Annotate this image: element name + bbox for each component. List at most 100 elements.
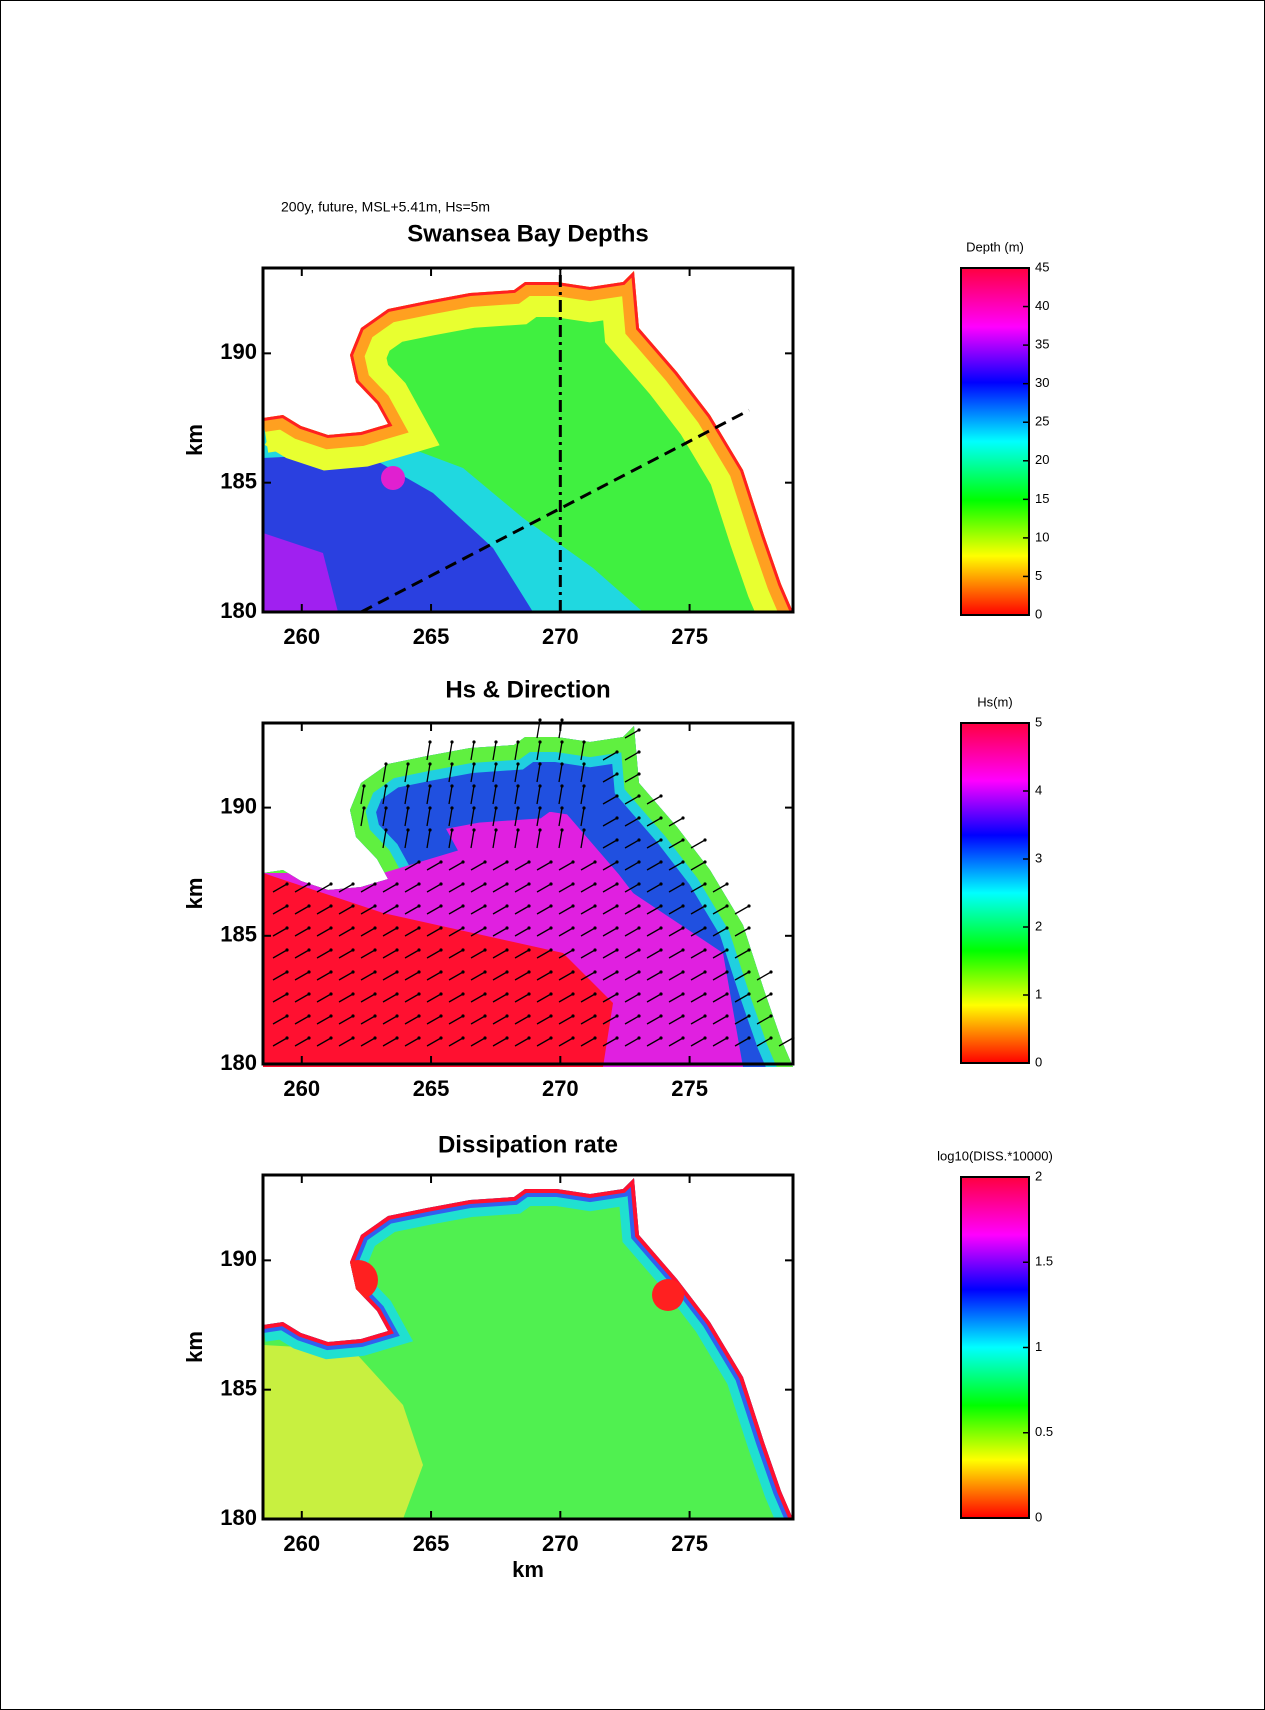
arrow xyxy=(426,949,442,959)
arrow-head xyxy=(747,926,751,930)
arrow xyxy=(646,861,662,871)
arrow xyxy=(294,1037,310,1047)
arrow xyxy=(492,861,508,871)
arrow xyxy=(492,1037,508,1047)
y-tick-label: 190 xyxy=(220,793,257,818)
arrow xyxy=(536,927,552,937)
arrow-head xyxy=(417,1036,421,1040)
arrow xyxy=(316,971,332,981)
arrow-head xyxy=(703,904,707,908)
arrow-head xyxy=(615,904,619,908)
arrow-head xyxy=(351,926,355,930)
arrow-head xyxy=(483,926,487,930)
arrow-head xyxy=(571,992,575,996)
arrow xyxy=(448,785,453,805)
arrow-head xyxy=(505,1014,509,1018)
arrow-head xyxy=(527,1036,531,1040)
arrow xyxy=(382,1015,398,1025)
arrow-head xyxy=(538,740,542,744)
arrow-head xyxy=(417,948,421,952)
arrow xyxy=(646,949,662,959)
arrow-head xyxy=(659,1036,663,1040)
arrow-head xyxy=(593,1036,597,1040)
arrow xyxy=(690,839,706,849)
arrow xyxy=(580,1037,596,1047)
colorbar-tick-label: 0.5 xyxy=(1035,1424,1053,1439)
arrow xyxy=(360,993,376,1003)
arrow-head xyxy=(395,1036,399,1040)
arrow-head xyxy=(406,762,410,766)
arrow xyxy=(536,1015,552,1025)
arrow-head xyxy=(417,926,421,930)
arrow xyxy=(338,993,354,1003)
arrow-head xyxy=(593,860,597,864)
arrow xyxy=(470,883,486,893)
arrow xyxy=(382,883,398,893)
arrow xyxy=(712,949,728,959)
arrow xyxy=(624,949,640,959)
arrow-head xyxy=(659,970,663,974)
arrow-head xyxy=(351,992,355,996)
arrow xyxy=(690,1015,706,1025)
arrow-head xyxy=(703,948,707,952)
chart-title: Hs & Direction xyxy=(445,676,610,703)
arrow-head xyxy=(538,784,542,788)
arrow xyxy=(492,971,508,981)
arrow xyxy=(646,839,662,849)
arrow xyxy=(558,861,574,871)
arrow xyxy=(294,993,310,1003)
arrow xyxy=(360,949,376,959)
arrow xyxy=(448,905,464,915)
arrow xyxy=(426,785,431,805)
arrow xyxy=(382,927,398,937)
arrow xyxy=(558,949,574,959)
arrow xyxy=(602,905,618,915)
arrow xyxy=(624,993,640,1003)
arrow xyxy=(602,1015,618,1025)
arrow-head xyxy=(516,740,520,744)
arrow xyxy=(360,905,376,915)
arrow xyxy=(426,807,431,827)
arrow-head xyxy=(461,926,465,930)
arrow-head xyxy=(439,1014,443,1018)
arrow xyxy=(602,993,618,1003)
arrow-head xyxy=(615,838,619,842)
arrow xyxy=(690,993,706,1003)
arrow-head xyxy=(395,948,399,952)
arrow xyxy=(778,1037,794,1047)
arrow xyxy=(646,905,662,915)
arrow-head xyxy=(615,948,619,952)
axes-frame xyxy=(261,721,795,1066)
arrow xyxy=(316,1037,332,1047)
arrow-head xyxy=(285,904,289,908)
arrow xyxy=(514,861,530,871)
arrow xyxy=(712,927,728,937)
arrow-head xyxy=(725,970,729,974)
arrow-head xyxy=(384,762,388,766)
x-tick-label: 260 xyxy=(283,1531,320,1556)
arrow-head xyxy=(395,882,399,886)
arrow xyxy=(514,1015,530,1025)
arrow xyxy=(646,1037,662,1047)
arrow-head xyxy=(527,904,531,908)
arrow-head xyxy=(560,806,564,810)
arrow-head xyxy=(681,816,685,820)
arrow xyxy=(646,993,662,1003)
arrow xyxy=(690,861,706,871)
colorbar-tick-label: 25 xyxy=(1035,414,1049,429)
arrow xyxy=(668,1037,684,1047)
arrow-head xyxy=(527,970,531,974)
arrow-head xyxy=(681,926,685,930)
arrow xyxy=(448,949,464,959)
y-tick-label: 190 xyxy=(220,339,257,364)
arrow-head xyxy=(725,882,729,886)
arrow xyxy=(514,807,519,827)
arrow xyxy=(580,993,596,1003)
arrow-head xyxy=(703,926,707,930)
arrow xyxy=(668,949,684,959)
arrow xyxy=(382,949,398,959)
arrow-head xyxy=(571,1014,575,1018)
arrow xyxy=(492,993,508,1003)
arrow-head xyxy=(483,1014,487,1018)
arrow-head xyxy=(615,1014,619,1018)
